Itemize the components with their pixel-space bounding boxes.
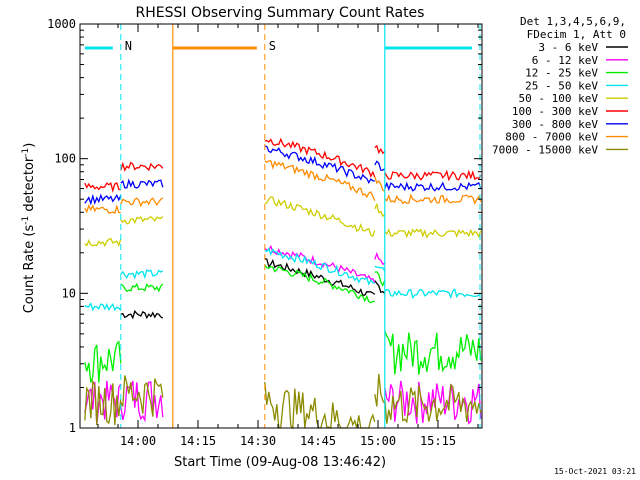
series-800-7000keV: [84, 160, 482, 215]
series-50-100keV: [84, 196, 482, 248]
legend-header: Det 1,3,4,5,6,9, FDecim 1, Att 0: [520, 15, 626, 41]
y-axis-title: Count Rate (s-1 detector-1): [21, 143, 37, 314]
series-25-50keV: [84, 247, 482, 312]
legend-label: 300 - 800 keV: [512, 118, 598, 131]
timestamp: 15-Oct-2021 03:21: [554, 467, 636, 476]
series-segment: [384, 193, 482, 205]
series-segment: [264, 258, 376, 297]
series-segment: [120, 197, 164, 208]
chart-title: RHESSI Observing Summary Count Rates: [136, 5, 425, 21]
legend-label: 800 - 7000 keV: [505, 131, 598, 144]
series-segment: [374, 160, 386, 171]
series-segment: [84, 340, 122, 383]
series-segment: [374, 271, 386, 287]
series-segment: [84, 237, 122, 248]
series-segment: [384, 383, 482, 424]
series-segment: [374, 144, 386, 155]
series-segment: [264, 145, 375, 184]
series-segment: [264, 264, 375, 304]
legend-label: 3 - 6 keV: [538, 41, 598, 54]
x-tick-label: 14:45: [300, 434, 336, 448]
interval-label-S: S: [269, 39, 276, 53]
series-segment: [84, 181, 121, 193]
series-segment: [84, 203, 121, 215]
y-tick-label: 1: [69, 421, 76, 435]
plot-frame: [79, 23, 483, 429]
series-segment: [374, 176, 386, 192]
x-tick-label: 14:00: [120, 434, 156, 448]
x-tick-label: 14:15: [180, 434, 216, 448]
y-tick-label: 100: [54, 152, 76, 166]
legend-header-line-2: FDecim 1, Att 0: [527, 28, 626, 41]
x-tick-label: 15:15: [420, 434, 456, 448]
series-segment: [264, 160, 376, 201]
series-segment: [374, 265, 386, 272]
series-segment: [120, 375, 164, 417]
series-segment: [384, 330, 482, 375]
legend-label: 12 - 25 keV: [525, 67, 598, 80]
x-tick-label: 14:30: [240, 434, 276, 448]
series-3-6keV: [120, 258, 386, 320]
series-segment: [264, 244, 376, 283]
x-tick-label: 15:00: [360, 434, 396, 448]
series-segment: [264, 196, 376, 238]
series-segment: [84, 193, 122, 206]
y-tick-label: 1000: [47, 17, 76, 31]
series-segment: [374, 251, 386, 266]
series-segment: [84, 380, 122, 425]
series-segment: [120, 282, 164, 293]
series-segment: [384, 228, 482, 239]
series-segment: [374, 373, 386, 407]
series-segment: [384, 181, 482, 192]
legend-label: 50 - 100 keV: [519, 92, 599, 105]
series-segment: [264, 137, 376, 178]
series-segment: [84, 301, 122, 312]
legend-label: 100 - 300 keV: [512, 105, 598, 118]
series-100-300keV: [84, 137, 482, 193]
axes: 14:00 14:15 14:30 14:45 15:00 15:15 1 10 100 1000: [47, 17, 483, 448]
series-segment: [120, 215, 164, 225]
series-segment: [374, 280, 386, 294]
series-12-25keV: [84, 264, 482, 383]
legend-label: 25 - 50 keV: [525, 79, 598, 92]
series-segment: [120, 309, 164, 320]
legend-label: 6 - 12 keV: [532, 54, 599, 67]
series-segment: [384, 288, 482, 300]
series-segment: [120, 268, 164, 280]
x-axis-title: Start Time (09-Aug-08 13:46:42): [174, 455, 386, 470]
series-segment: [384, 169, 482, 182]
legend-header-line-1: Det 1,3,4,5,6,9,: [520, 15, 626, 28]
series-segment: [264, 247, 375, 286]
y-tick-label: 10: [62, 286, 76, 300]
series-segment: [120, 161, 164, 172]
series-segment: [120, 178, 164, 189]
series-segment: [374, 202, 386, 218]
series-segment: [384, 380, 482, 425]
series-300-800keV: [84, 145, 482, 206]
interval-label-N: N: [125, 39, 132, 53]
series-7000-15000keV: [84, 373, 482, 430]
legend-label: 7000 - 15000 keV: [492, 143, 598, 156]
series-segment: [84, 379, 122, 426]
